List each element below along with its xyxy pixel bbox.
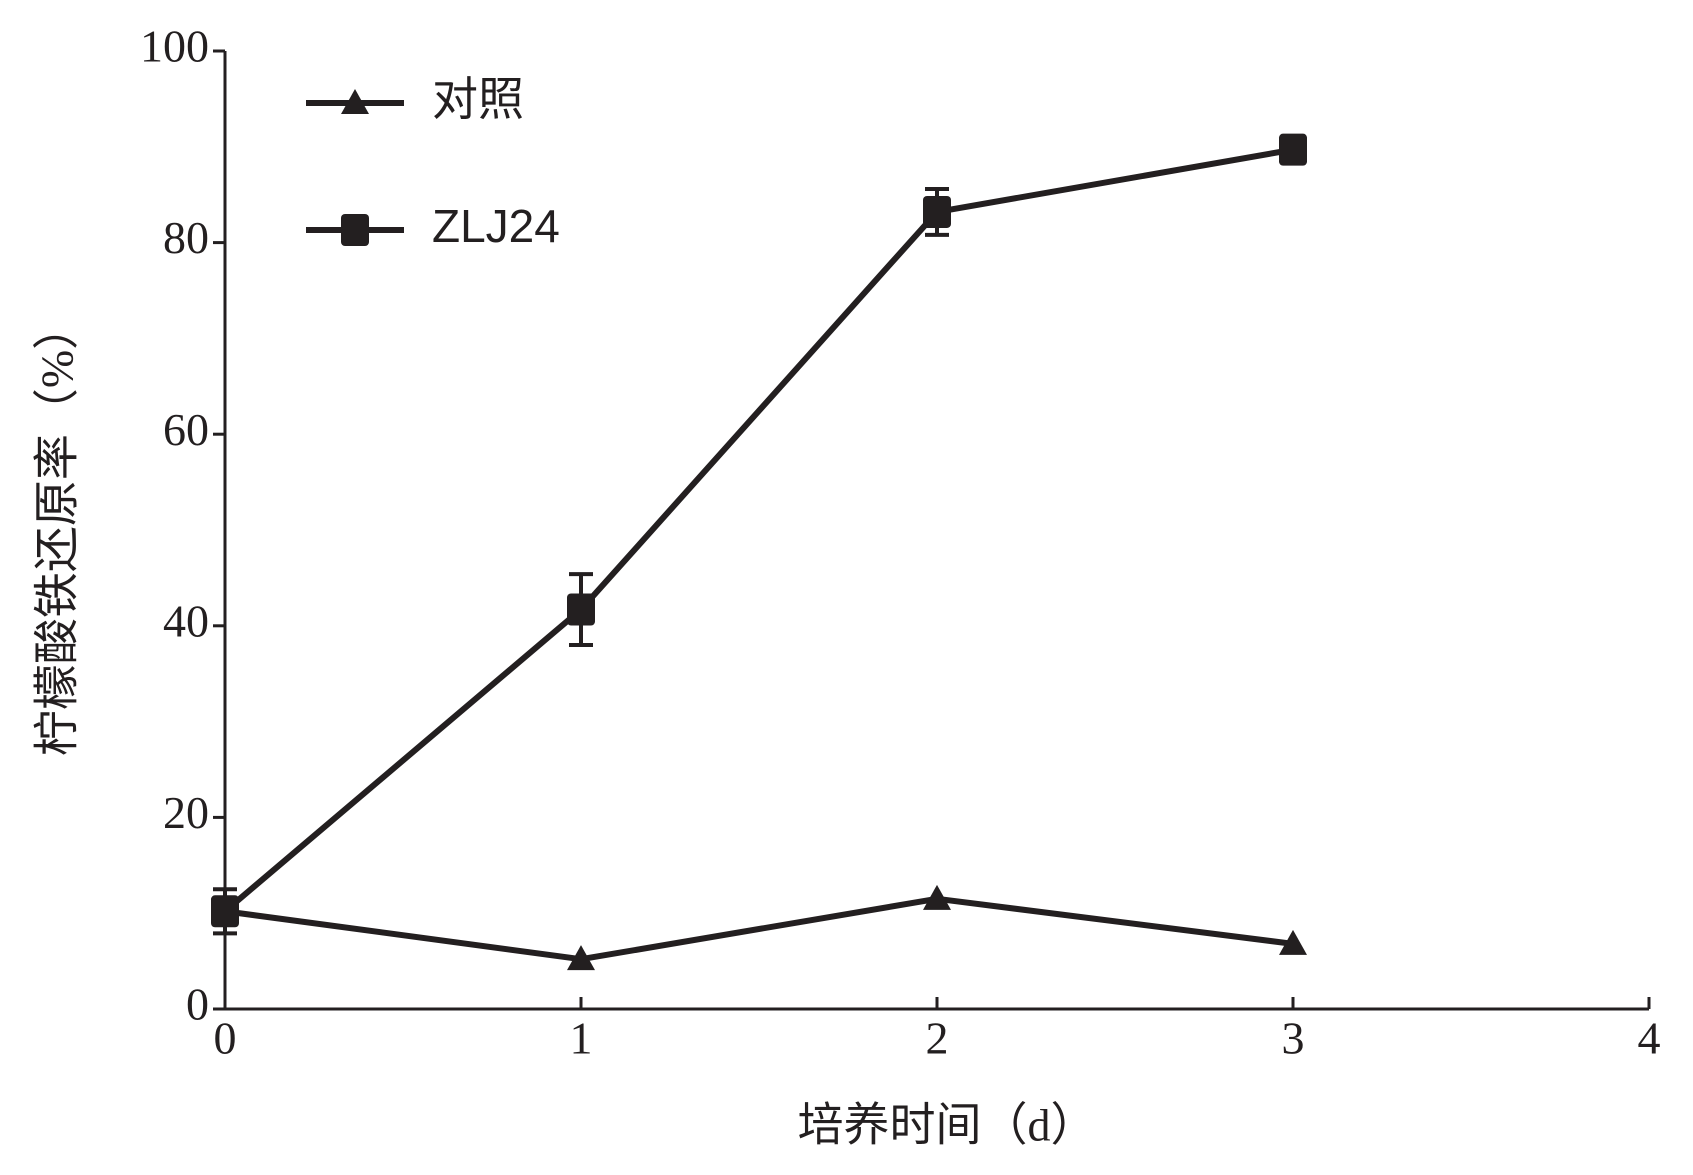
y-tick-label: 40: [163, 595, 209, 646]
y-axis-label: 柠檬酸铁还原率（%）: [32, 304, 83, 756]
marker: [567, 593, 595, 626]
marker: [923, 195, 951, 228]
legend-marker: [341, 214, 369, 246]
legend-label: ZLJ24: [432, 200, 560, 252]
legend-label: 对照: [432, 73, 524, 125]
y-tick-label: 80: [163, 212, 209, 263]
marker: [567, 945, 595, 971]
y-tick-label: 60: [163, 404, 209, 455]
x-tick-label: 2: [926, 1013, 949, 1064]
x-axis-label: 培养时间（d）: [798, 1100, 1097, 1151]
marker: [211, 895, 239, 928]
x-tick-label: 4: [1638, 1013, 1661, 1064]
series-line: [224, 895, 1294, 963]
marker: [923, 884, 951, 910]
series-line: [223, 146, 1294, 914]
x-tick-label: 3: [1282, 1013, 1305, 1064]
marker: [1279, 133, 1307, 166]
y-tick-label: 100: [140, 21, 209, 72]
x-tick-label: 0: [214, 1013, 237, 1064]
x-tick-label: 1: [570, 1013, 593, 1064]
y-tick-label: 0: [186, 979, 209, 1030]
marker: [1279, 929, 1307, 955]
legend-marker: [341, 89, 369, 114]
y-tick-label: 20: [163, 787, 209, 838]
